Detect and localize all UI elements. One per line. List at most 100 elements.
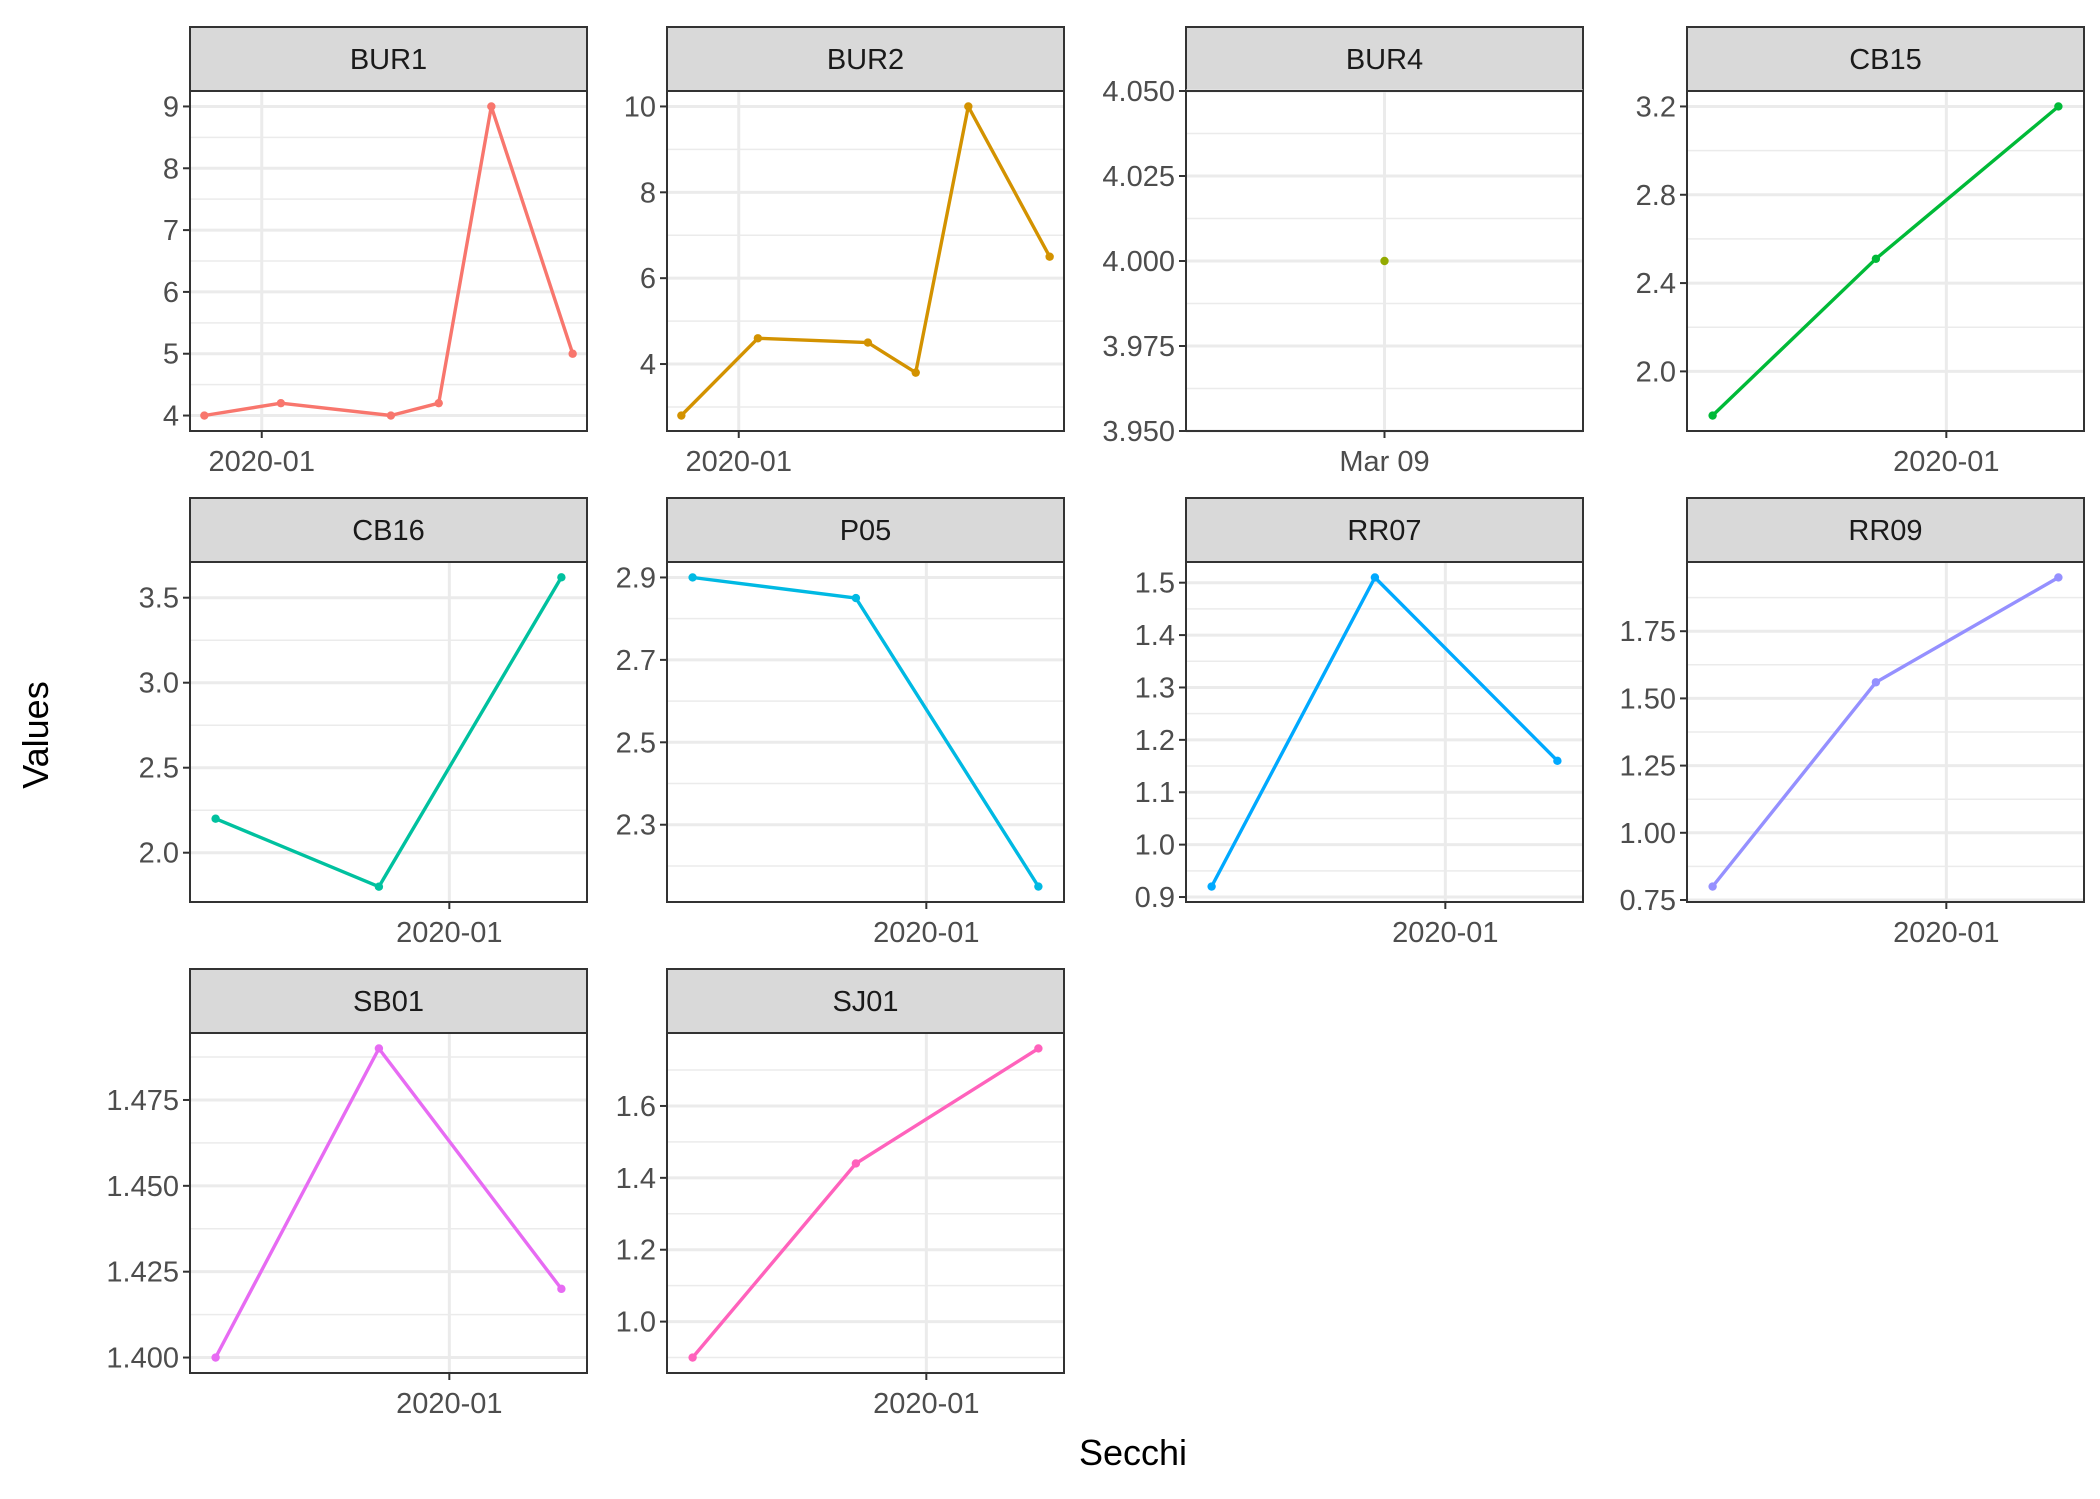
data-point	[211, 814, 220, 823]
panel-border	[189, 1032, 588, 1374]
strip-label: RR09	[1848, 515, 1922, 547]
data-point	[386, 411, 396, 420]
y-tick-label: 3.0	[139, 668, 179, 700]
y-tick-label: 1.475	[106, 1085, 179, 1117]
series-line	[213, 1046, 564, 1360]
y-tick-label: 3.950	[1102, 416, 1175, 448]
data-point	[1034, 1044, 1043, 1053]
y-tick-label: 6	[163, 277, 179, 309]
data-point	[863, 338, 873, 347]
data-point	[1708, 882, 1717, 891]
data-point	[1034, 882, 1043, 891]
y-tick-label: 2.9	[616, 562, 656, 594]
y-tick-label: 1.3	[1135, 672, 1175, 704]
data-point	[2054, 102, 2063, 111]
data-point	[1045, 252, 1054, 261]
series-line	[679, 104, 1052, 418]
y-tick-label: 3.975	[1102, 331, 1175, 363]
data-point	[374, 1044, 384, 1053]
y-tick-label: 4.025	[1102, 161, 1175, 193]
data-point	[688, 573, 697, 582]
y-tick-label: 6	[640, 263, 656, 295]
strip-label: P05	[840, 515, 892, 547]
y-tick-label: 2.5	[616, 727, 656, 759]
y-tick-label: 3.5	[139, 583, 179, 615]
panel-border	[666, 561, 1065, 903]
facet-panels: BUR1 4 5 6 7 8 9 2020-01 BUR2 4 6 8 10 2020-01 BUR4 3.9…	[106, 26, 2085, 1420]
y-tick-label: 2.3	[616, 810, 656, 842]
data-point	[677, 411, 686, 420]
panel-border	[189, 90, 588, 432]
y-tick-label: 2.5	[139, 753, 179, 785]
y-tick-label: 5	[163, 339, 179, 371]
y-tick-label: 7	[163, 215, 179, 247]
panel-border	[1185, 90, 1584, 432]
x-tick-label: 2020-01	[396, 1388, 502, 1420]
strip-background	[666, 968, 1065, 1034]
panel-border	[666, 1032, 1065, 1374]
x-tick-label: 2020-01	[873, 1388, 979, 1420]
strip-label: SB01	[353, 986, 424, 1018]
y-tick-label: 2.0	[139, 838, 179, 870]
data-point	[374, 882, 384, 891]
y-tick-label: 1.50	[1620, 683, 1676, 715]
data-point	[851, 1159, 861, 1168]
y-tick-label: 1.0	[1135, 830, 1175, 862]
strip-label: BUR4	[1346, 44, 1423, 76]
y-tick-label: 0.75	[1620, 885, 1676, 917]
x-tick-label: Mar 09	[1339, 446, 1429, 478]
series-line	[202, 104, 575, 418]
y-tick-label: 2.0	[1636, 356, 1676, 388]
x-tick-label: 2020-01	[686, 446, 792, 478]
y-tick-label: 1.00	[1620, 818, 1676, 850]
strip-background	[189, 26, 588, 92]
data-point	[2054, 573, 2063, 582]
panel-border	[189, 561, 588, 903]
strip-label: RR07	[1347, 515, 1421, 547]
data-point	[1553, 756, 1562, 766]
data-point	[557, 1284, 566, 1294]
y-tick-label: 3.2	[1636, 91, 1676, 123]
panel-bur4: BUR4 3.950 3.975 4.000 4.025 4.050 Mar 09	[1102, 26, 1584, 478]
y-tick-label: 1.4	[616, 1163, 656, 1195]
y-tick-label: 2.7	[616, 645, 656, 677]
y-tick-label: 1.450	[106, 1171, 179, 1203]
data-point	[1708, 411, 1717, 420]
y-axis-title: Values	[15, 681, 56, 788]
y-tick-label: 4	[640, 349, 656, 381]
y-tick-label: 4.050	[1102, 76, 1175, 108]
panel-rr07: RR07 0.9 1.0 1.1 1.2 1.3 1.4 1.5 2020-01	[1135, 497, 1584, 949]
strip-label: BUR1	[350, 44, 427, 76]
data-point	[1370, 573, 1380, 582]
y-tick-label: 4.000	[1102, 246, 1175, 278]
data-point	[568, 349, 577, 358]
x-tick-label: 2020-01	[1893, 446, 1999, 478]
panel-bur1: BUR1 4 5 6 7 8 9 2020-01	[163, 26, 588, 478]
panel-border	[1686, 561, 2085, 903]
strip-label: CB15	[1849, 44, 1922, 76]
series-line	[690, 1046, 1041, 1360]
y-tick-label: 10	[624, 91, 656, 123]
series-line	[1209, 575, 1560, 889]
strip-background	[189, 497, 588, 563]
data-point	[753, 334, 763, 343]
x-tick-label: 2020-01	[209, 446, 315, 478]
y-tick-label: 1.425	[106, 1257, 179, 1289]
panel-bur2: BUR2 4 6 8 10 2020-01	[624, 26, 1065, 478]
y-tick-label: 9	[163, 91, 179, 123]
strip-label: BUR2	[827, 44, 904, 76]
data-point	[1871, 678, 1881, 687]
data-point	[200, 411, 209, 420]
y-tick-label: 1.75	[1620, 616, 1676, 648]
data-point	[557, 573, 566, 582]
strip-background	[666, 26, 1065, 92]
panel-cb16: CB16 2.0 2.5 3.0 3.5 2020-01	[139, 497, 588, 949]
y-tick-label: 8	[163, 153, 179, 185]
y-tick-label: 1.2	[1135, 725, 1175, 757]
y-tick-label: 2.4	[1636, 268, 1676, 300]
series-line	[213, 575, 564, 889]
x-tick-label: 2020-01	[873, 917, 979, 949]
y-tick-label: 4	[163, 401, 179, 433]
data-point	[434, 398, 443, 408]
